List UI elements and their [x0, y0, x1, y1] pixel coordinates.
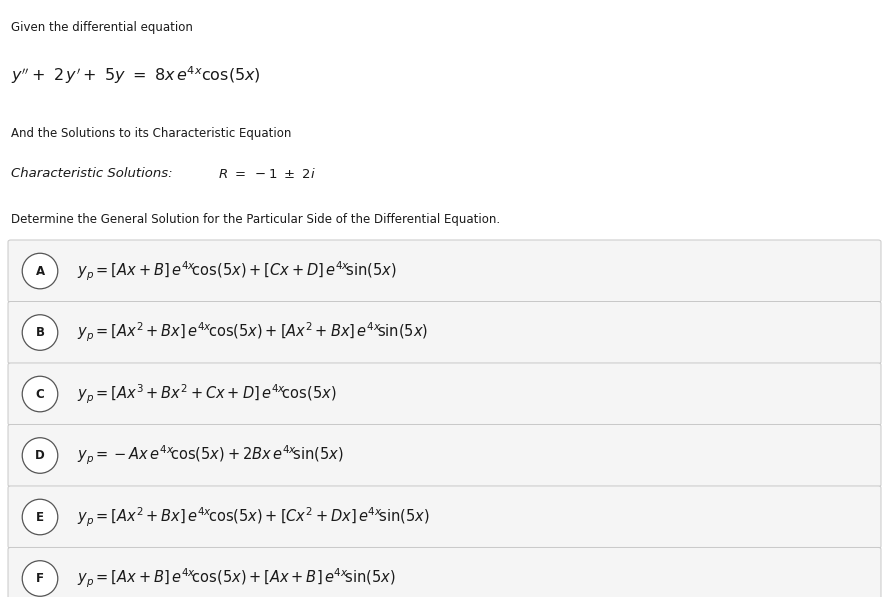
FancyBboxPatch shape	[8, 301, 881, 364]
Text: And the Solutions to its Characteristic Equation: And the Solutions to its Characteristic …	[11, 127, 291, 140]
Text: Determine the General Solution for the Particular Side of the Differential Equat: Determine the General Solution for the P…	[11, 213, 500, 226]
Text: $y_p = [Ax + B]\,e^{4x}\!\cos\!\left(5x\right) + [Ax + B]\,e^{4x}\!\sin\!\left(5: $y_p = [Ax + B]\,e^{4x}\!\cos\!\left(5x\…	[77, 567, 396, 590]
Text: $y'' + \ 2\,y' + \ 5y \ = \ 8x\,e^{4x}\cos\!\left(5x\right)$: $y'' + \ 2\,y' + \ 5y \ = \ 8x\,e^{4x}\c…	[11, 64, 260, 85]
Text: $y_p = [Ax^2 + Bx]\,e^{4x}\!\cos\!\left(5x\right) + [Ax^2 + Bx]\,e^{4x}\!\sin\!\: $y_p = [Ax^2 + Bx]\,e^{4x}\!\cos\!\left(…	[77, 321, 428, 344]
Ellipse shape	[22, 438, 58, 473]
Text: Given the differential equation: Given the differential equation	[11, 21, 193, 34]
Text: A: A	[36, 264, 44, 278]
Ellipse shape	[22, 499, 58, 535]
FancyBboxPatch shape	[8, 240, 881, 302]
Text: $R \ = \ -1 \ \pm \ 2i$: $R \ = \ -1 \ \pm \ 2i$	[218, 167, 316, 181]
Text: C: C	[36, 387, 44, 401]
Text: $y_p = [Ax^3 + Bx^2 + Cx + D]\,e^{4x}\!\cos\!\left(5x\right)$: $y_p = [Ax^3 + Bx^2 + Cx + D]\,e^{4x}\!\…	[77, 382, 337, 406]
FancyBboxPatch shape	[8, 424, 881, 487]
Ellipse shape	[22, 561, 58, 596]
Ellipse shape	[22, 315, 58, 350]
Text: Characteristic Solutions:: Characteristic Solutions:	[11, 167, 180, 180]
Ellipse shape	[22, 376, 58, 412]
FancyBboxPatch shape	[8, 486, 881, 548]
Text: $y_p = [Ax^2 + Bx]\,e^{4x}\!\cos\!\left(5x\right) + [Cx^2 + Dx]\,e^{4x}\!\sin\!\: $y_p = [Ax^2 + Bx]\,e^{4x}\!\cos\!\left(…	[77, 505, 430, 529]
Text: D: D	[36, 449, 44, 462]
FancyBboxPatch shape	[8, 547, 881, 597]
Text: $y_p = [Ax + B]\,e^{4x}\!\cos\!\left(5x\right) + [Cx + D]\,e^{4x}\!\sin\!\left(5: $y_p = [Ax + B]\,e^{4x}\!\cos\!\left(5x\…	[77, 259, 397, 283]
Text: B: B	[36, 326, 44, 339]
FancyBboxPatch shape	[8, 363, 881, 425]
Text: $y_p = -Ax\,e^{4x}\!\cos\!\left(5x\right) + 2Bx\,e^{4x}\!\sin\!\left(5x\right)$: $y_p = -Ax\,e^{4x}\!\cos\!\left(5x\right…	[77, 444, 344, 467]
Text: E: E	[36, 510, 44, 524]
Ellipse shape	[22, 253, 58, 289]
Text: F: F	[36, 572, 44, 585]
